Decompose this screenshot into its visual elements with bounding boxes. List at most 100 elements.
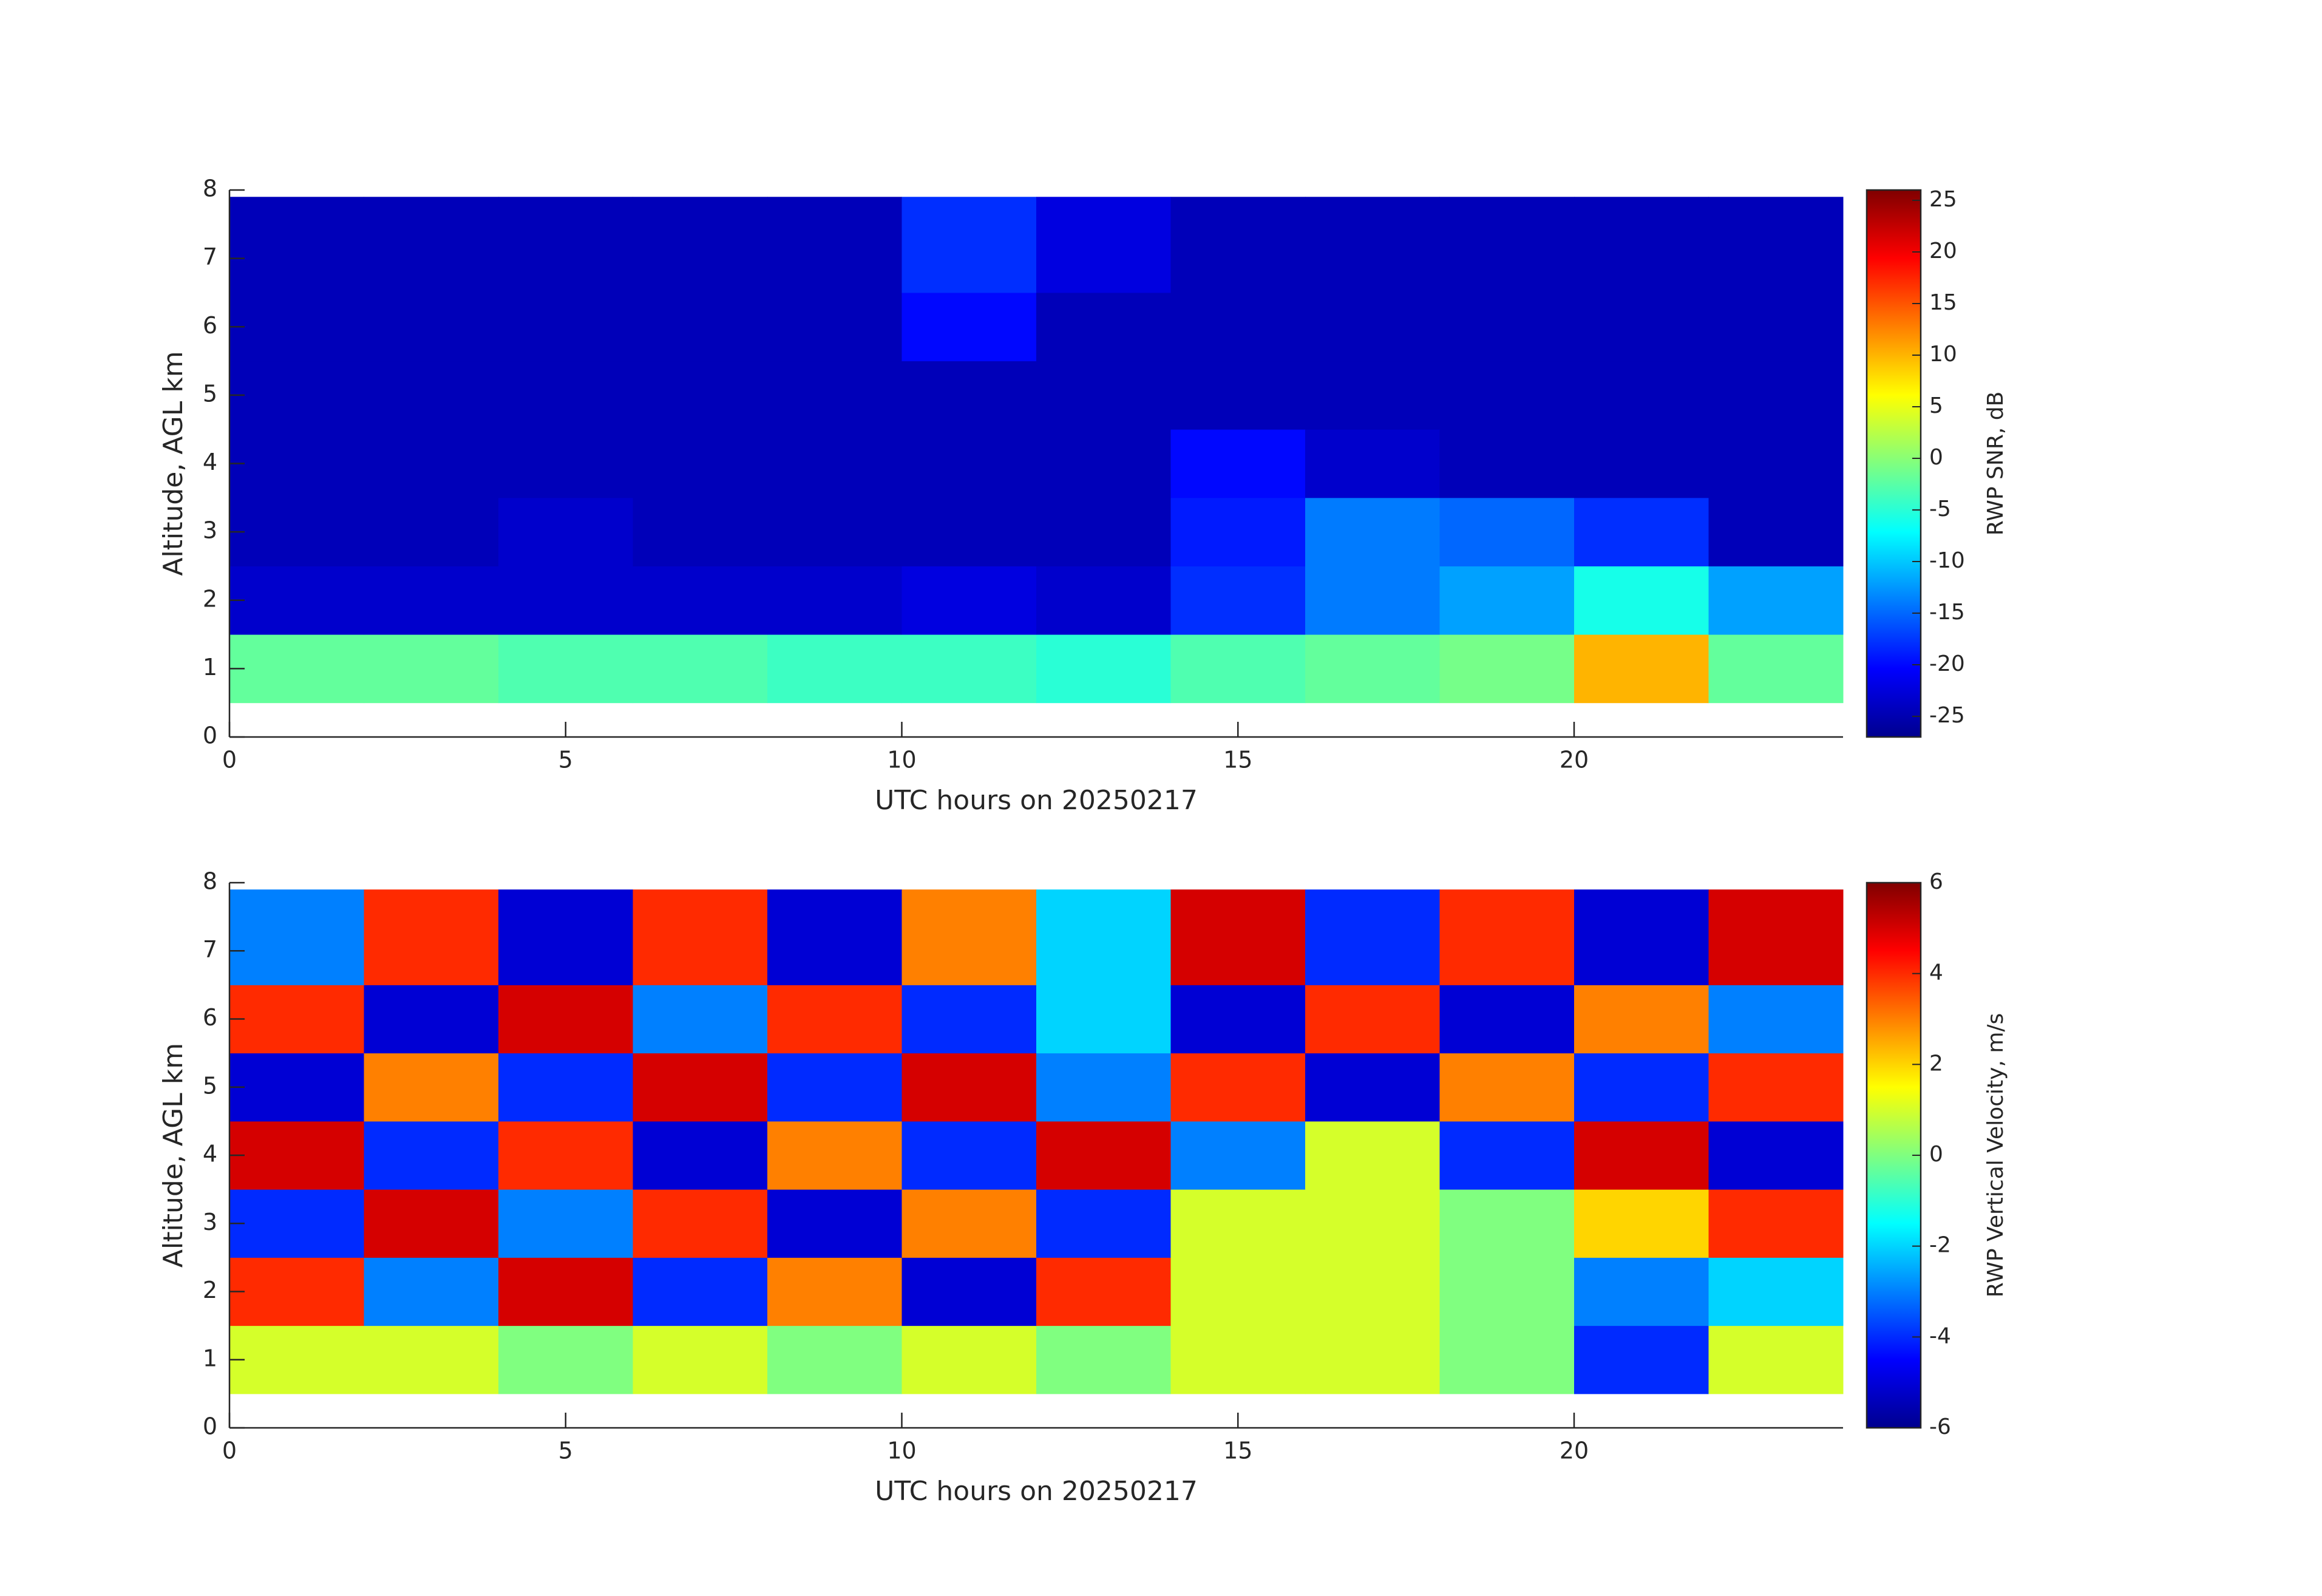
heatmap-cell [1170,1257,1306,1326]
heatmap-cell [1305,1325,1440,1394]
heatmap-cell [498,429,633,498]
heatmap-cell [1036,197,1171,293]
heatmap-cell [633,429,768,498]
heatmap-cell [1574,985,1709,1054]
heatmap-cell [901,634,1037,704]
heatmap-cell [364,1325,499,1394]
heatmap-cell [1170,1053,1306,1122]
colorbar-tick-label: 0 [1929,445,1943,470]
heatmap-cell [1170,889,1306,985]
heatmap-cell [1574,1189,1709,1258]
heatmap-cell [364,985,499,1054]
y-tick-label: 3 [203,517,217,544]
heatmap-cell [364,1257,499,1326]
heatmap-cell [1305,634,1440,704]
heatmap-cell [229,889,364,985]
colorbar [1865,189,1922,738]
heatmap-cell [1036,985,1171,1054]
heatmap-cell [1036,566,1171,635]
colorbar-tick-label: 4 [1929,960,1943,985]
heatmap-cell [1439,634,1575,704]
heatmap-cell [767,1325,902,1394]
heatmap-cell [1708,1121,1844,1190]
x-tick-label: 5 [558,1438,573,1464]
heatmap-cell [901,429,1037,498]
heatmap-cell [1036,292,1171,362]
x-tick-label: 10 [887,1438,916,1464]
x-tick-label: 0 [222,747,237,773]
x-tick-label: 15 [1223,747,1252,773]
heatmap-cell [767,889,902,985]
heatmap-cell [901,1121,1037,1190]
x-tick-label: 15 [1223,1438,1252,1464]
heatmap-cell [1305,1189,1440,1258]
heatmap-cell [1170,1121,1306,1190]
y-tick-label: 8 [203,175,217,202]
heatmap-cell [633,1189,768,1258]
heatmap-cell [1305,292,1440,362]
heatmap-cell [364,889,499,985]
heatmap-cell [364,361,499,430]
heatmap-cell [229,985,364,1054]
colorbar-tick-label: -4 [1929,1323,1951,1348]
heatmap-cell [498,634,633,704]
y-tick-label: 2 [203,585,217,612]
heatmap-cell [498,1053,633,1122]
heatmap-cell [229,292,364,362]
heatmap-cell [229,634,364,704]
colorbar [1865,881,1922,1429]
heatmap-cell [364,634,499,704]
heatmap-cell [767,566,902,635]
heatmap-cell [1574,1325,1709,1394]
heatmap-cell [1708,566,1844,635]
heatmap-cell [1708,634,1844,704]
heatmap-cell [1439,1325,1575,1394]
heatmap-cell [633,1053,768,1122]
heatmap-cell [1708,1257,1844,1326]
heatmap-cell [1305,1121,1440,1190]
heatmap-cell [1170,497,1306,566]
heatmap-cell [633,197,768,293]
heatmap-cell [901,889,1037,985]
heatmap-cell [633,889,768,985]
y-tick-label: 5 [203,1072,217,1099]
colorbar-tick-label: 6 [1929,869,1943,894]
x-tick-label: 0 [222,1438,237,1464]
heatmap-cell [1574,634,1709,704]
x-axis-label: UTC hours on 20250217 [875,1476,1198,1507]
heatmap-cell [901,1257,1037,1326]
heatmap-cell [229,1189,364,1258]
heatmap-cell [1305,497,1440,566]
heatmap-cell [1708,497,1844,566]
colorbar-tick-label: -15 [1929,600,1965,625]
heatmap-cell [498,1257,633,1326]
y-axis-label: Altitude, AGL km [158,351,189,576]
heatmap-cell [498,197,633,293]
heatmap-cell [1574,292,1709,362]
heatmap-cell [1170,197,1306,293]
heatmap-cell [901,566,1037,635]
colorbar-label: RWP Vertical Velocity, m/s [1983,1013,2008,1298]
colorbar-tick-label: -6 [1929,1414,1951,1439]
heatmap-cell [1439,361,1575,430]
heatmap-cell [1036,1189,1171,1258]
heatmap-cell [498,1189,633,1258]
y-tick-label: 4 [203,449,217,475]
heatmap-cell [633,1121,768,1190]
heatmap-cell [767,1121,902,1190]
y-axis-label: Altitude, AGL km [158,1043,189,1268]
colorbar-tick-label: -20 [1929,651,1965,676]
heatmap-cell [1439,1053,1575,1122]
heatmap-cell [901,497,1037,566]
heatmap-cell [229,497,364,566]
heatmap-cell [1708,1189,1844,1258]
heatmap-cell [1170,429,1306,498]
heatmap-cell [1574,889,1709,985]
colorbar-tick-label: 15 [1929,290,1957,315]
heatmap-cell [767,1053,902,1122]
heatmap-cell [229,429,364,498]
heatmap-cell [1439,566,1575,635]
x-tick-label: 20 [1560,1438,1589,1464]
heatmap-cell [1305,889,1440,985]
heatmap-cell [229,1325,364,1394]
